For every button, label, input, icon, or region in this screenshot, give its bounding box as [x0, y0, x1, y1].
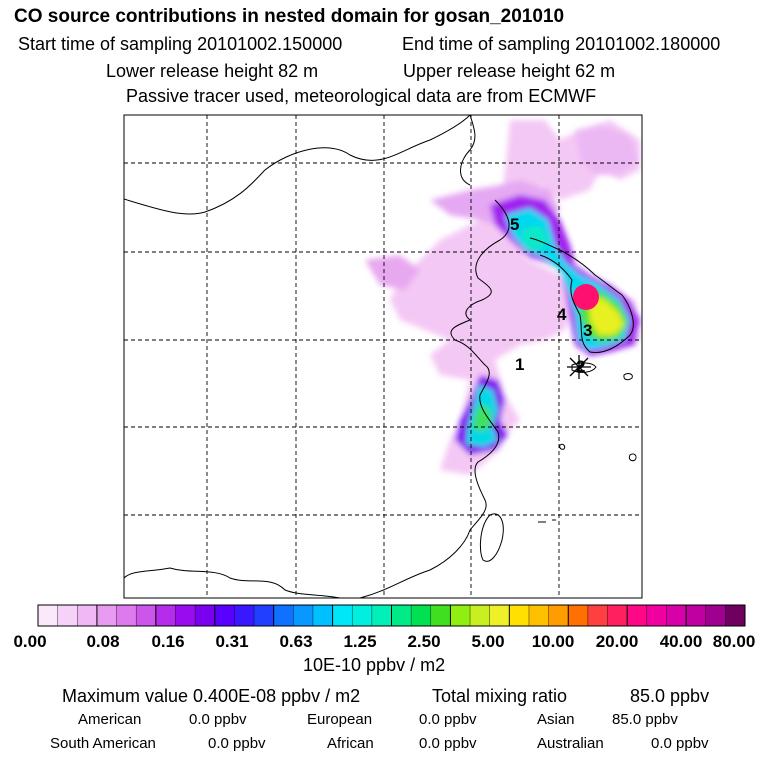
receptor-star-icon — [567, 355, 591, 379]
colorbar-cell — [391, 605, 412, 626]
coastline — [124, 115, 637, 598]
colorbar-cell — [725, 605, 746, 626]
colorbar-cell — [646, 605, 667, 626]
colorbar-frame — [37, 604, 746, 627]
colorbar-cell — [489, 605, 510, 626]
colorbar-cell — [607, 605, 628, 626]
colorbar-tick-10: 40.00 — [659, 632, 703, 651]
colorbar-cell — [96, 605, 117, 626]
colorbar-cell — [705, 605, 726, 626]
colorbar-cell — [587, 605, 608, 626]
colorbar-cell — [195, 605, 216, 626]
colorbar-cell — [332, 605, 353, 626]
colorbar-cell — [293, 605, 314, 626]
colorbar — [37, 604, 746, 627]
region-label-1: 1 — [515, 355, 524, 374]
colorbar-cell — [234, 605, 255, 626]
colorbar-cell — [273, 605, 294, 626]
colorbar-cell — [686, 605, 707, 626]
plot-title: CO source contributions in nested domain… — [14, 6, 565, 27]
american-label: American — [78, 711, 142, 728]
colorbar-tick-11: 80.00 — [712, 632, 756, 651]
region-label-5: 5 — [510, 215, 519, 234]
colorbar-cell — [38, 605, 58, 626]
colorbar-units: 10E-10 ppbv / m2 — [303, 655, 446, 675]
colorbar-cell — [411, 605, 432, 626]
colorbar-cell — [371, 605, 392, 626]
colorbar-tick-4: 0.63 — [279, 632, 313, 651]
total-mixing-value: 85.0 ppbv — [630, 686, 710, 706]
south-american-value: 0.0 ppbv — [208, 735, 266, 752]
colorbar-cell — [155, 605, 176, 626]
plume-layer — [365, 120, 640, 475]
colorbar-cell — [57, 605, 78, 626]
region-label-4: 4 — [557, 305, 567, 324]
end-sampling-time: End time of sampling 20101002.180000 — [402, 34, 721, 54]
max-value: Maximum value 0.400E-08 ppbv / m2 — [62, 686, 361, 706]
colorbar-cell — [509, 605, 530, 626]
region-label-2: 2 — [576, 357, 585, 376]
colorbar-cell — [116, 605, 137, 626]
colorbar-cell — [450, 605, 471, 626]
african-value: 0.0 ppbv — [419, 735, 477, 752]
colorbar-cell — [666, 605, 687, 626]
colorbar-cell — [528, 605, 549, 626]
colorbar-cells — [38, 605, 746, 626]
american-value: 0.0 ppbv — [189, 711, 247, 728]
tracer-note: Passive tracer used, meteorological data… — [126, 86, 597, 106]
max-concentration-spot — [573, 284, 599, 310]
colorbar-cell — [568, 605, 589, 626]
colorbar-cell — [77, 605, 98, 626]
colorbar-tick-6: 2.50 — [407, 632, 441, 651]
australian-label: Australian — [537, 735, 604, 752]
colorbar-tick-9: 20.00 — [595, 632, 639, 651]
colorbar-tick-1: 0.08 — [86, 632, 120, 651]
australian-value: 0.0 ppbv — [651, 735, 709, 752]
south-american-label: South American — [50, 735, 156, 752]
start-sampling-time: Start time of sampling 20101002.150000 — [18, 34, 343, 54]
lat-lon-grid — [124, 115, 642, 598]
european-label: European — [307, 711, 373, 728]
colorbar-tick-7: 5.00 — [471, 632, 505, 651]
colorbar-tick-8: 10.00 — [531, 632, 575, 651]
colorbar-cell — [627, 605, 648, 626]
colorbar-cell — [254, 605, 274, 626]
colorbar-cell — [312, 605, 333, 626]
african-label: African — [327, 735, 374, 752]
map-frame — [123, 114, 643, 599]
colorbar-cell — [470, 605, 490, 626]
colorbar-tick-2: 0.16 — [151, 632, 185, 651]
asian-label: Asian — [537, 711, 575, 728]
colorbar-tick-0: 0.00 — [13, 632, 47, 651]
colorbar-cell — [430, 605, 451, 626]
colorbar-cell — [352, 605, 373, 626]
region-label-3: 3 — [583, 321, 592, 340]
lower-release-height: Lower release height 82 m — [106, 61, 319, 81]
colorbar-cell — [136, 605, 157, 626]
colorbar-cell — [548, 605, 569, 626]
colorbar-tick-3: 0.31 — [215, 632, 249, 651]
european-value: 0.0 ppbv — [419, 711, 477, 728]
upper-release-height: Upper release height 62 m — [403, 61, 616, 81]
colorbar-cell — [175, 605, 196, 626]
asian-value: 85.0 ppbv — [612, 711, 678, 728]
colorbar-cell — [214, 605, 235, 626]
colorbar-tick-5: 1.25 — [343, 632, 377, 651]
total-mixing-label: Total mixing ratio — [432, 686, 568, 706]
